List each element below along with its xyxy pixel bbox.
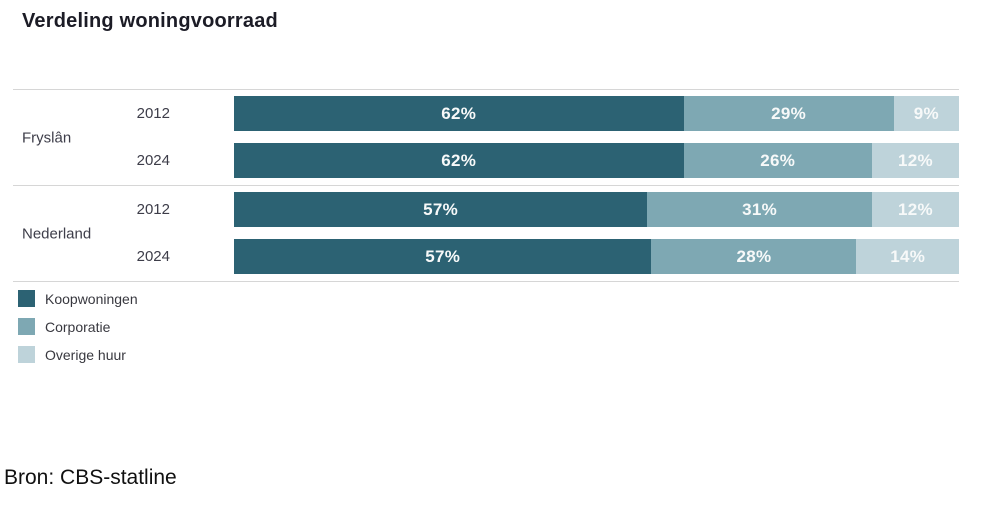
bar-segment-corporatie: 31% <box>647 192 872 227</box>
bar-row: 2024 62% 26% 12% <box>13 143 959 178</box>
legend-item-koopwoningen: Koopwoningen <box>18 290 138 307</box>
group-label: Fryslân <box>22 129 72 146</box>
bar-value-label: 57% <box>425 246 461 266</box>
bar-value-label: 28% <box>736 246 772 266</box>
bar-row: 2012 62% 29% 9% <box>13 96 959 131</box>
stacked-bar: 62% 26% 12% <box>234 143 959 178</box>
bar-segment-overige-huur: 9% <box>893 96 959 131</box>
bar-segment-koopwoningen: 62% <box>234 96 684 131</box>
group-fryslan: Fryslân 2012 62% 29% 9% 2024 62% 26% 12% <box>13 89 959 185</box>
bar-value-label: 14% <box>890 246 926 266</box>
bar-row: 2012 57% 31% 12% <box>13 192 959 227</box>
chart-title: Verdeling woningvoorraad <box>22 10 278 32</box>
legend-item-overige-huur: Overige huur <box>18 346 138 363</box>
year-label: 2024 <box>136 152 170 169</box>
bar-segment-overige-huur: 12% <box>872 192 959 227</box>
legend: Koopwoningen Corporatie Overige huur <box>18 290 138 374</box>
bar-value-label: 9% <box>913 103 939 123</box>
bar-row: 2024 57% 28% 14% <box>13 239 959 274</box>
legend-label: Corporatie <box>45 318 111 335</box>
bar-value-label: 12% <box>898 150 933 170</box>
legend-swatch-koopwoningen <box>18 290 35 307</box>
bar-segment-koopwoningen: 62% <box>234 143 684 178</box>
bar-segment-overige-huur: 14% <box>856 239 959 274</box>
bar-value-label: 62% <box>441 150 477 170</box>
source-note: Bron: CBS-statline <box>4 466 177 489</box>
bar-value-label: 31% <box>742 199 778 219</box>
year-label: 2012 <box>136 201 170 218</box>
legend-swatch-corporatie <box>18 318 35 335</box>
bar-segment-corporatie: 26% <box>683 143 872 178</box>
bar-segment-corporatie: 29% <box>683 96 894 131</box>
stacked-bar: 62% 29% 9% <box>234 96 959 131</box>
year-label: 2012 <box>136 105 170 122</box>
stacked-bar: 57% 31% 12% <box>234 192 959 227</box>
bar-segment-overige-huur: 12% <box>872 143 959 178</box>
bar-value-label: 29% <box>771 103 807 123</box>
bar-value-label: 57% <box>423 199 459 219</box>
bar-value-label: 62% <box>441 103 477 123</box>
year-label: 2024 <box>136 248 170 265</box>
bar-segment-koopwoningen: 57% <box>234 192 648 227</box>
legend-item-corporatie: Corporatie <box>18 318 138 335</box>
legend-label: Overige huur <box>45 346 126 363</box>
bar-segment-koopwoningen: 57% <box>234 239 652 274</box>
stacked-bar-chart: Fryslân 2012 62% 29% 9% 2024 62% 26% 12%… <box>13 89 959 282</box>
group-nederland: Nederland 2012 57% 31% 12% 2024 57% 28% … <box>13 185 959 282</box>
bar-value-label: 26% <box>760 150 796 170</box>
group-label: Nederland <box>22 225 92 242</box>
legend-label: Koopwoningen <box>45 290 138 307</box>
bar-segment-corporatie: 28% <box>651 239 857 274</box>
bar-value-label: 12% <box>898 199 933 219</box>
stacked-bar: 57% 28% 14% <box>234 239 959 274</box>
legend-swatch-overige-huur <box>18 346 35 363</box>
